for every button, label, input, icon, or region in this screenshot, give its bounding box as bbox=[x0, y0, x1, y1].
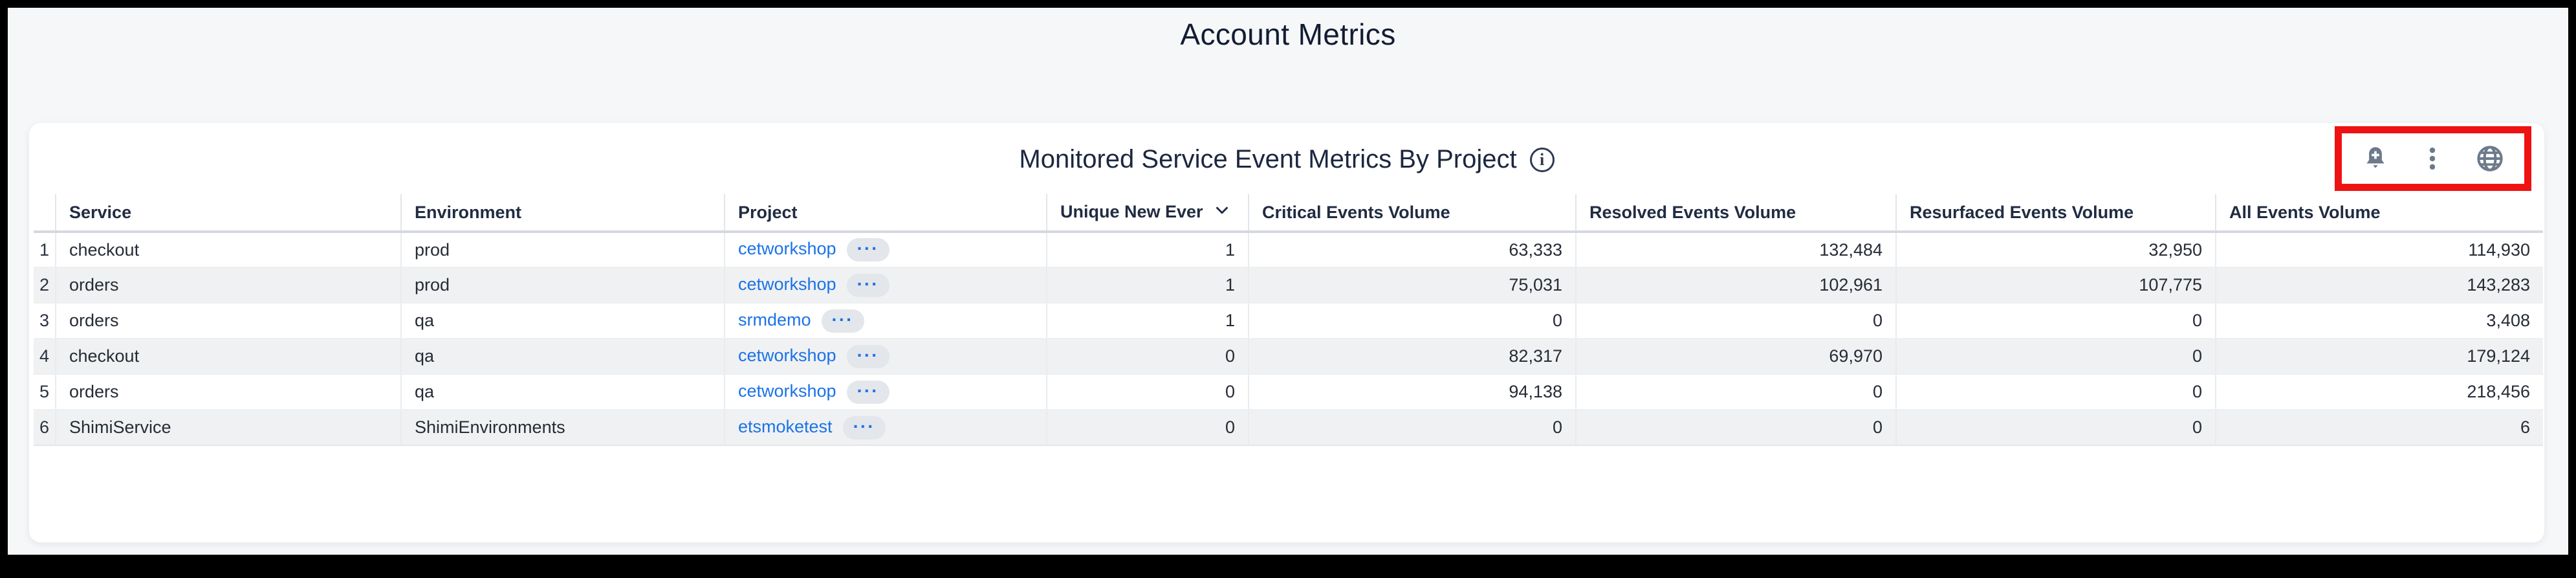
resurfaced-events-volume-cell: 32,950 bbox=[1895, 232, 2216, 268]
project-cell: srmdemo ··· bbox=[724, 303, 1047, 339]
unique-new-events-cell: 1 bbox=[1046, 267, 1249, 304]
toolbar-highlight-box bbox=[2335, 126, 2531, 191]
row-index-cell: 3 bbox=[34, 303, 56, 339]
dashboard-page: Account Metrics Monitored Service Event … bbox=[8, 8, 2568, 555]
service-cell: checkout bbox=[55, 339, 401, 375]
project-link[interactable]: cetworkshop bbox=[738, 274, 836, 294]
row-index-cell: 1 bbox=[34, 232, 56, 268]
globe-icon[interactable] bbox=[2475, 144, 2505, 173]
sort-desc-chevron-icon bbox=[1212, 205, 1232, 224]
critical-events-volume-cell: 63,333 bbox=[1248, 232, 1576, 268]
environment-cell: qa bbox=[400, 374, 725, 410]
unique-new-events-cell: 1 bbox=[1046, 232, 1249, 268]
project-more-badge[interactable]: ··· bbox=[846, 344, 890, 368]
all-events-volume-cell: 179,124 bbox=[2215, 339, 2543, 375]
project-more-badge[interactable]: ··· bbox=[842, 416, 886, 439]
resurfaced-events-volume-cell: 0 bbox=[1895, 410, 2216, 446]
project-link[interactable]: cetworkshop bbox=[738, 345, 836, 365]
info-icon[interactable]: i bbox=[1529, 147, 1555, 172]
project-link[interactable]: cetworkshop bbox=[738, 239, 836, 259]
critical-events-volume-cell: 94,138 bbox=[1248, 374, 1576, 410]
resolved-events-volume-cell: 69,970 bbox=[1575, 339, 1896, 375]
table-row: 4 checkout qa cetworkshop ··· 0 82,317 69… bbox=[34, 339, 2543, 375]
service-cell: orders bbox=[55, 267, 401, 304]
all-events-volume-cell: 3,408 bbox=[2215, 303, 2543, 339]
panel-toolbar bbox=[2342, 133, 2524, 184]
table-row: 1 checkout prod cetworkshop ··· 1 63,333 … bbox=[34, 232, 2543, 268]
table-row: 5 orders qa cetworkshop ··· 0 94,138 0 0 … bbox=[34, 374, 2543, 410]
critical-events-volume-cell: 82,317 bbox=[1248, 339, 1576, 375]
critical-events-volume-cell: 75,031 bbox=[1248, 267, 1576, 304]
row-index-cell: 6 bbox=[34, 410, 56, 446]
project-link[interactable]: cetworkshop bbox=[738, 381, 836, 401]
all-events-volume-cell: 143,283 bbox=[2215, 267, 2543, 304]
project-cell: etsmoketest ··· bbox=[724, 410, 1047, 446]
resolved-events-volume-cell: 0 bbox=[1575, 303, 1896, 339]
environment-cell: qa bbox=[400, 339, 725, 375]
col-header-resolved-events[interactable]: Resolved Events Volume bbox=[1575, 194, 1896, 233]
table-row: 6 ShimiService ShimiEnvironments etsmoke… bbox=[34, 410, 2543, 446]
resolved-events-volume-cell: 0 bbox=[1575, 374, 1896, 410]
environment-cell: ShimiEnvironments bbox=[400, 410, 725, 446]
project-more-badge[interactable]: ··· bbox=[821, 309, 864, 333]
metrics-table: Service Environment Project Unique New E… bbox=[34, 194, 2543, 446]
resolved-events-volume-cell: 132,484 bbox=[1575, 232, 1896, 268]
kebab-menu-icon[interactable] bbox=[2418, 144, 2447, 173]
panel-title: Monitored Service Event Metrics By Proje… bbox=[1019, 145, 1517, 173]
resurfaced-events-volume-cell: 0 bbox=[1895, 303, 2216, 339]
project-link[interactable]: srmdemo bbox=[738, 309, 811, 329]
project-link[interactable]: etsmoketest bbox=[738, 416, 833, 436]
critical-events-volume-cell: 0 bbox=[1248, 410, 1576, 446]
col-header-index bbox=[34, 194, 56, 233]
resolved-events-volume-cell: 102,961 bbox=[1575, 267, 1896, 304]
project-more-badge[interactable]: ··· bbox=[846, 380, 890, 404]
panel-header: Monitored Service Event Metrics By Proje… bbox=[29, 123, 2544, 194]
unique-new-events-cell: 0 bbox=[1046, 339, 1249, 375]
service-cell: orders bbox=[55, 303, 401, 339]
project-more-badge[interactable]: ··· bbox=[846, 238, 890, 261]
col-header-critical-events[interactable]: Critical Events Volume bbox=[1248, 194, 1576, 233]
project-cell: cetworkshop ··· bbox=[724, 374, 1047, 410]
resurfaced-events-volume-cell: 107,775 bbox=[1895, 267, 2216, 304]
critical-events-volume-cell: 0 bbox=[1248, 303, 1576, 339]
unique-new-events-cell: 0 bbox=[1046, 374, 1249, 410]
col-header-environment[interactable]: Environment bbox=[400, 194, 725, 233]
resurfaced-events-volume-cell: 0 bbox=[1895, 374, 2216, 410]
project-cell: cetworkshop ··· bbox=[724, 267, 1047, 304]
table-row: 2 orders prod cetworkshop ··· 1 75,031 10… bbox=[34, 267, 2543, 304]
environment-cell: prod bbox=[400, 267, 725, 304]
col-header-project[interactable]: Project bbox=[724, 194, 1047, 233]
table-header: Service Environment Project Unique New E… bbox=[34, 194, 2543, 233]
project-cell: cetworkshop ··· bbox=[724, 232, 1047, 268]
environment-cell: qa bbox=[400, 303, 725, 339]
row-index-cell: 2 bbox=[34, 267, 56, 304]
col-header-all-events[interactable]: All Events Volume bbox=[2215, 194, 2543, 233]
col-header-unique-label: Unique New Ever bbox=[1060, 201, 1203, 221]
unique-new-events-cell: 0 bbox=[1046, 410, 1249, 446]
panel-card: Monitored Service Event Metrics By Proje… bbox=[29, 123, 2544, 542]
service-cell: checkout bbox=[55, 232, 401, 268]
resurfaced-events-volume-cell: 0 bbox=[1895, 339, 2216, 375]
row-index-cell: 5 bbox=[34, 374, 56, 410]
unique-new-events-cell: 1 bbox=[1046, 303, 1249, 339]
row-index-cell: 4 bbox=[34, 339, 56, 375]
all-events-volume-cell: 218,456 bbox=[2215, 374, 2543, 410]
project-more-badge[interactable]: ··· bbox=[846, 273, 890, 297]
metrics-table-wrap: Service Environment Project Unique New E… bbox=[29, 194, 2544, 446]
service-cell: ShimiService bbox=[55, 410, 401, 446]
col-header-unique-new-events[interactable]: Unique New Ever bbox=[1046, 194, 1249, 233]
col-header-service[interactable]: Service bbox=[55, 194, 401, 233]
page-title: Account Metrics bbox=[1180, 17, 1396, 51]
table-row: 3 orders qa srmdemo ··· 1 0 0 0 3,408 bbox=[34, 303, 2543, 339]
all-events-volume-cell: 114,930 bbox=[2215, 232, 2543, 268]
service-cell: orders bbox=[55, 374, 401, 410]
resolved-events-volume-cell: 0 bbox=[1575, 410, 1896, 446]
panel-title-wrap: Monitored Service Event Metrics By Proje… bbox=[29, 145, 2544, 174]
project-cell: cetworkshop ··· bbox=[724, 339, 1047, 375]
all-events-volume-cell: 6 bbox=[2215, 410, 2543, 446]
add-alert-bell-icon[interactable] bbox=[2361, 144, 2390, 173]
table-body: 1 checkout prod cetworkshop ··· 1 63,333 … bbox=[34, 232, 2543, 446]
col-header-resurfaced-events[interactable]: Resurfaced Events Volume bbox=[1895, 194, 2216, 233]
environment-cell: prod bbox=[400, 232, 725, 268]
